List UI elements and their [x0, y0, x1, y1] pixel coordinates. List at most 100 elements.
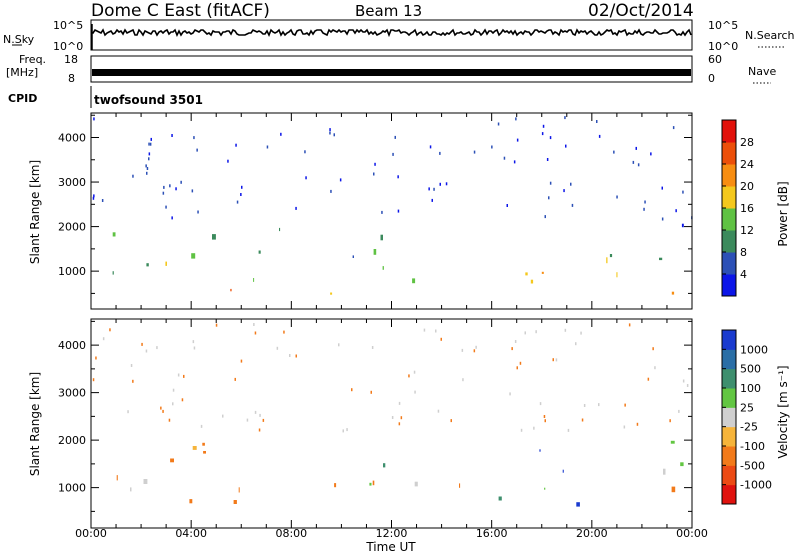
velocity-cell: [450, 419, 452, 423]
velocity-cell: [145, 349, 148, 353]
velocity-colorbar-swatch: [722, 446, 736, 466]
velocity-cell: [370, 390, 372, 394]
velocity-cell: [636, 422, 639, 426]
velocity-cell: [253, 323, 255, 326]
velocity-cell: [423, 328, 426, 332]
power-cell: [339, 178, 342, 182]
velocity-cell: [295, 354, 297, 358]
power-cell: [682, 190, 684, 194]
velocity-colorbar-swatch: [722, 330, 736, 350]
velocity-colorbar-tick-label: -25: [740, 421, 758, 434]
power-cell: [542, 124, 545, 128]
power-cell: [445, 182, 448, 186]
power-cell: [394, 135, 396, 139]
power-cell: [616, 272, 618, 278]
nsky-left-tick-top: 10^5: [53, 19, 83, 32]
velocity-ylabel: Slant Range [km]: [28, 372, 42, 476]
time-axis-tick-label: 04:00: [175, 527, 207, 540]
velocity-colorbar-label: Velocity [m s⁻¹]: [776, 365, 790, 458]
power-cell: [661, 217, 664, 221]
power-cell: [295, 206, 297, 210]
power-cell: [305, 176, 307, 180]
velocity-cell: [576, 502, 580, 507]
power-cell: [112, 271, 114, 275]
power-cell: [672, 126, 675, 130]
velocity-colorbar-tick-label: 25: [740, 401, 754, 414]
power-cell: [632, 160, 635, 164]
power-ytick-label: 4000: [58, 132, 86, 145]
velocity-cell: [583, 404, 586, 407]
velocity-cell: [598, 403, 600, 407]
velocity-cell: [109, 328, 111, 332]
velocity-cell: [535, 330, 537, 334]
power-cell: [373, 172, 375, 176]
velocity-cell: [682, 379, 685, 383]
power-colorbar-swatch: [722, 274, 736, 297]
velocity-colorbar-tick-label: 500: [740, 363, 761, 376]
velocity-colorbar-frame: [721, 329, 737, 505]
time-axis-tick-label: 20:00: [576, 527, 608, 540]
power-cell: [563, 189, 565, 193]
power-cell: [525, 272, 528, 276]
velocity-cell: [130, 364, 133, 367]
freq-strip-frame: [90, 55, 693, 83]
velocity-cell: [473, 349, 476, 353]
velocity-cell: [555, 358, 558, 362]
time-axis-tick-label: 00:00: [75, 527, 107, 540]
power-cell: [279, 227, 281, 232]
velocity-cell: [575, 342, 577, 346]
power-cell: [148, 157, 150, 161]
power-cell: [258, 250, 261, 254]
velocity-ytick-label: 2000: [58, 434, 86, 447]
time-axis-tick-label: 08:00: [275, 527, 307, 540]
velocity-cell: [628, 323, 631, 327]
velocity-ytick-label: 4000: [58, 339, 86, 352]
velocity-cell: [262, 418, 265, 422]
velocity-cell: [544, 487, 546, 490]
velocity-cell: [461, 348, 464, 352]
velocity-cell: [276, 346, 279, 350]
nsky-line: [90, 28, 692, 38]
power-colorbar-label: Power [dB]: [776, 181, 790, 246]
power-cell: [412, 278, 416, 284]
velocity-cell: [234, 377, 236, 381]
velocity-axes: 1000 2000 3000 4000: [58, 319, 693, 528]
velocity-cell: [177, 373, 180, 377]
power-cell: [148, 142, 150, 146]
power-cell: [382, 266, 384, 270]
nsearch-label: N.Search: [745, 29, 795, 42]
velocity-cell: [654, 366, 656, 370]
beam-label: Beam 13: [355, 2, 422, 20]
freq-label-line2: [MHz]: [6, 66, 38, 79]
velocity-cell: [172, 388, 175, 392]
power-cell: [240, 193, 242, 196]
power-cell: [643, 207, 645, 211]
power-cell: [503, 156, 506, 160]
power-colorbar-swatch: [722, 186, 736, 209]
power-cell: [637, 163, 640, 167]
velocity-cell: [509, 392, 511, 396]
velocity-cell: [564, 328, 567, 332]
power-cell: [266, 145, 269, 149]
power-cell: [230, 288, 232, 292]
power-cell: [146, 171, 148, 175]
power-axes: 1000 2000 3000 4000: [58, 113, 693, 309]
power-cell: [380, 234, 383, 241]
power-cell: [473, 150, 476, 154]
power-cell: [165, 205, 167, 209]
freq-tick-bottom: 8: [68, 72, 75, 85]
velocity-cell: [383, 463, 386, 468]
velocity-cell: [539, 449, 541, 452]
velocity-colorbar-tick-label: -1000: [740, 479, 772, 492]
velocity-colorbar: 1000 500 100 25 -25 -100 -500 -1000: [721, 329, 772, 505]
power-cell: [571, 203, 574, 207]
velocity-cell: [398, 401, 401, 405]
power-cell: [439, 182, 441, 186]
nsky-left-label: N.Sky: [3, 33, 35, 46]
velocity-cell: [181, 398, 184, 402]
power-cell: [541, 132, 544, 136]
velocity-cell: [511, 347, 513, 351]
velocity-cell: [246, 418, 249, 422]
velocity-cell: [283, 330, 285, 334]
power-cell: [541, 271, 544, 274]
